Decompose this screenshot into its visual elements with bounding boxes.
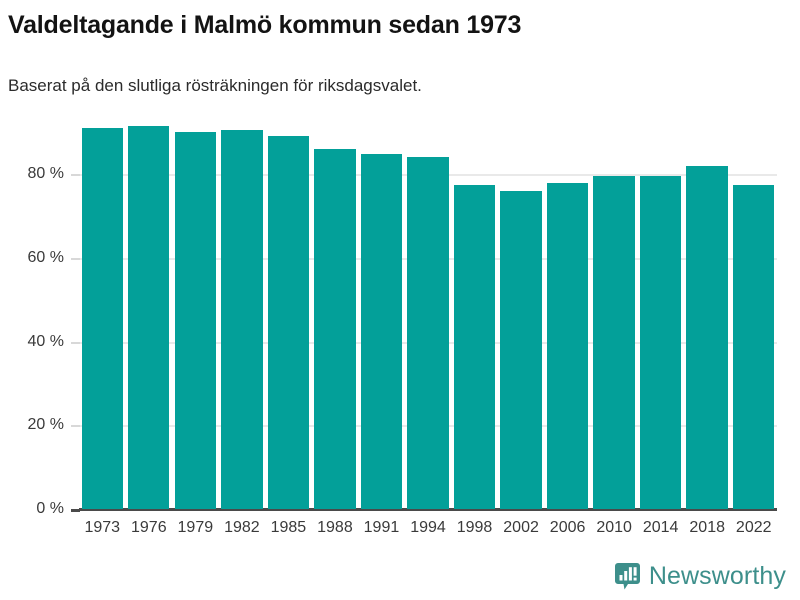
y-tick-mark-60 <box>71 257 80 260</box>
page-title: Valdeltagande i Malmö kommun sedan 1973 <box>8 11 522 39</box>
bar-1998[interactable] <box>453 184 496 509</box>
x-tick-label-1998: 1998 <box>456 519 493 536</box>
y-tick-mark-40 <box>71 341 80 344</box>
bar-2006[interactable] <box>546 182 589 509</box>
x-tick-label-1979: 1979 <box>177 519 214 536</box>
y-tick-mark-80 <box>71 174 80 176</box>
bar-2010[interactable] <box>593 175 635 509</box>
y-tick-mark-20 <box>71 425 80 428</box>
bar-1994[interactable] <box>407 156 449 509</box>
x-tick-label-1991: 1991 <box>363 519 400 536</box>
bar-1991[interactable] <box>360 153 403 509</box>
bar-1979[interactable] <box>174 131 217 509</box>
x-axis-line <box>79 508 777 511</box>
x-tick-label-2014: 2014 <box>642 519 679 536</box>
x-tick-label-1988: 1988 <box>317 519 353 536</box>
bar-chart-bubble-icon <box>614 563 640 590</box>
y-tick-mark-0 <box>71 509 80 512</box>
y-tick-label: 20 % <box>27 416 64 434</box>
x-tick-label-1973: 1973 <box>84 519 121 536</box>
x-tick-label-2018: 2018 <box>689 519 725 536</box>
brand-name: Newsworthy <box>648 562 786 590</box>
bar-1985[interactable] <box>267 135 310 509</box>
x-tick-label-2022: 2022 <box>735 519 772 536</box>
x-tick-label-2002: 2002 <box>503 519 539 536</box>
y-tick-label: 60 % <box>27 248 64 266</box>
x-tick-label-1994: 1994 <box>410 519 446 536</box>
x-tick-label-1985: 1985 <box>270 519 307 536</box>
y-tick-label: 0 % <box>36 500 64 517</box>
y-tick-label: 40 % <box>27 332 64 350</box>
chart-subtitle: Baserat på den slutliga rösträkningen fö… <box>8 76 422 95</box>
bar-1982[interactable] <box>221 130 263 509</box>
x-tick-label-1976: 1976 <box>131 519 167 536</box>
bar-1973[interactable] <box>81 128 123 509</box>
bar-series <box>79 115 777 509</box>
y-tick-label: 80 % <box>27 165 64 182</box>
x-tick-label-2006: 2006 <box>549 519 586 536</box>
x-tick-label-1982: 1982 <box>224 519 260 536</box>
bar-1988[interactable] <box>314 149 356 509</box>
x-tick-label-2010: 2010 <box>596 519 632 536</box>
bar-2018[interactable] <box>686 166 728 509</box>
bar-2014[interactable] <box>639 176 682 509</box>
newsworthy-logo[interactable]: Newsworthy <box>614 562 786 590</box>
bar-2002[interactable] <box>500 190 542 509</box>
bar-1976[interactable] <box>128 126 170 509</box>
bar-2022[interactable] <box>733 184 775 509</box>
